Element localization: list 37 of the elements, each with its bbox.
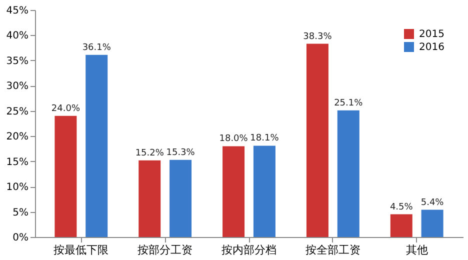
x-tick-label: 按最低下限 — [54, 244, 109, 256]
x-tick-label: 按全部工资 — [305, 244, 360, 256]
data-label: 15.2% — [135, 148, 164, 158]
y-tick-label: 5% — [12, 207, 28, 218]
data-label: 15.3% — [166, 148, 196, 158]
data-label: 24.0% — [51, 104, 80, 114]
bar — [306, 44, 328, 237]
bar — [170, 160, 192, 237]
y-tick-label: 10% — [6, 182, 28, 194]
bar — [86, 54, 108, 237]
x-tick-label: 按内部分档 — [222, 244, 276, 256]
x-tick-label: 按部分工资 — [138, 244, 193, 256]
x-tick-label: 其他 — [406, 244, 428, 256]
y-tick-label: 40% — [6, 30, 28, 42]
bar — [421, 210, 444, 237]
data-label: 25.1% — [334, 98, 364, 108]
data-label: 18.0% — [219, 134, 248, 144]
legend-label: 2016 — [419, 42, 444, 53]
data-label: 4.5% — [390, 202, 414, 212]
y-tick-label: 45% — [6, 6, 28, 16]
bar — [253, 146, 276, 237]
data-label: 36.1% — [82, 42, 112, 53]
y-tick-label: 35% — [6, 56, 28, 67]
y-tick-label: 30% — [6, 81, 28, 92]
bar — [390, 214, 412, 237]
bar — [138, 160, 161, 237]
y-tick-label: 15% — [6, 156, 28, 168]
y-tick-label: 25% — [6, 106, 28, 118]
data-label: 38.3% — [303, 32, 332, 42]
data-label: 5.4% — [420, 198, 444, 208]
data-label: 18.1% — [250, 134, 280, 144]
bar — [54, 116, 77, 237]
y-tick-label: 0% — [12, 232, 28, 244]
bar — [337, 110, 360, 237]
y-tick-label: 20% — [6, 132, 28, 143]
legend-label: 2015 — [419, 29, 444, 40]
bar — [222, 146, 245, 237]
